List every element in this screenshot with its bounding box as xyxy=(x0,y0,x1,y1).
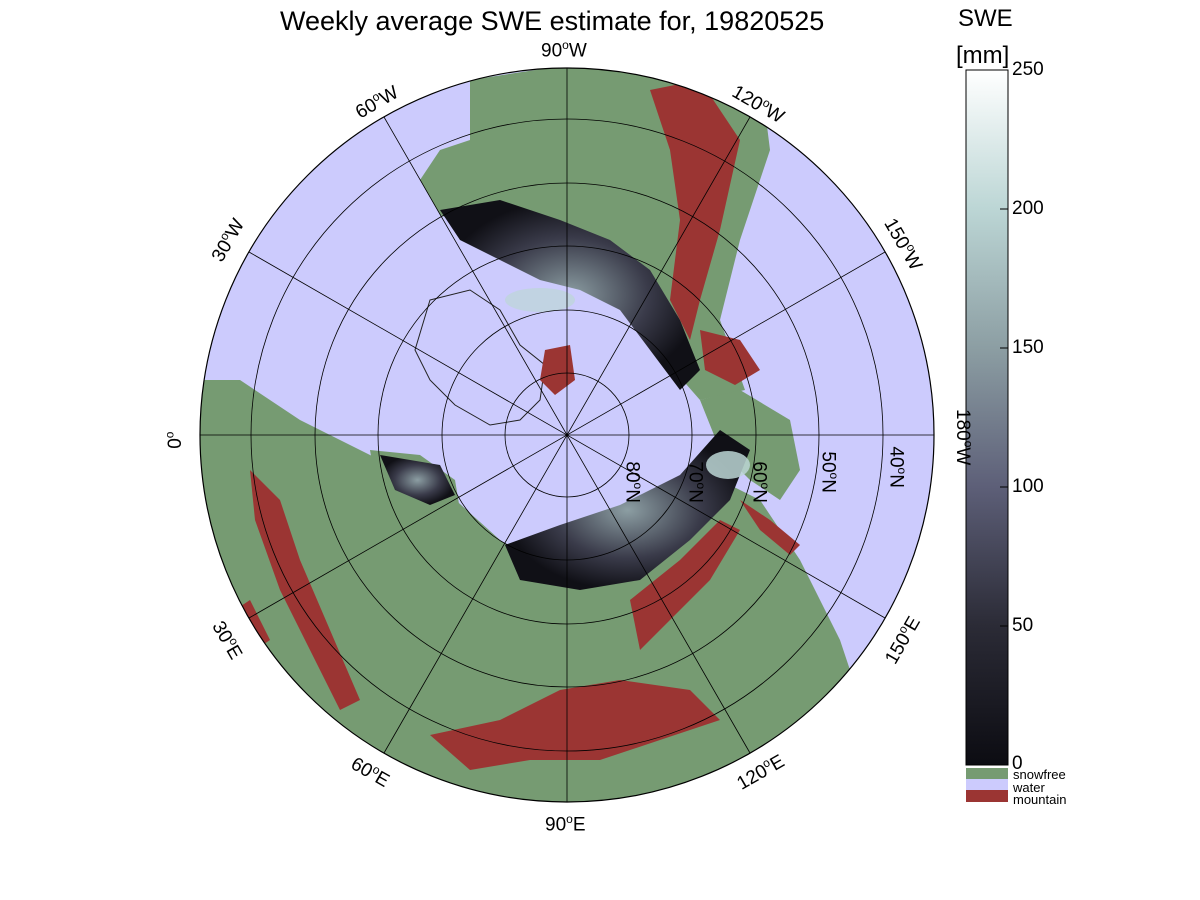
legend-snowfree: snowfree xyxy=(1013,767,1066,782)
mountain-europe xyxy=(250,470,360,710)
map-title: Weekly average SWE estimate for, 1982052… xyxy=(280,6,825,36)
colorbar-swatch-mountain xyxy=(966,790,1008,802)
lat-label-80n: 80oN xyxy=(621,461,645,503)
lat-label-70n: 70oN xyxy=(684,461,708,503)
colorbar-title-line2: [mm] xyxy=(956,42,1010,69)
lat-label-50n: 50oN xyxy=(817,451,841,493)
lon-label-90e: 90oE xyxy=(545,812,586,836)
colorbar-tick-250: 250 xyxy=(1012,59,1044,80)
colorbar-title-line1: SWE xyxy=(958,5,1013,32)
colorbar-swatch-water xyxy=(966,779,1008,790)
lon-label-0: 0o xyxy=(162,431,186,449)
colorbar-ticks xyxy=(1000,69,1008,766)
snow-scandinavia xyxy=(380,455,455,505)
mountain-asia-south xyxy=(430,680,720,770)
mountain-rockies xyxy=(650,80,740,340)
colorbar-tick-100: 100 xyxy=(1012,476,1044,497)
mountain-greenland-south xyxy=(540,345,575,395)
snow-peak-baffin xyxy=(505,288,575,312)
colorbar-tick-50: 50 xyxy=(1012,615,1034,636)
lat-label-40n: 40oN xyxy=(885,446,909,488)
graticule xyxy=(200,68,934,802)
mountain-kamchatka xyxy=(740,500,800,555)
snow-north-america xyxy=(440,200,700,390)
colorbar-tick-150: 150 xyxy=(1012,337,1044,358)
snow-eurasia xyxy=(505,430,750,590)
mountain-east-asia xyxy=(630,520,740,650)
colorbar-tick-200: 200 xyxy=(1012,198,1044,219)
snow-peak-siberia xyxy=(706,451,750,479)
legend-water: water xyxy=(1013,780,1045,795)
landmass-alaska xyxy=(700,390,800,500)
lon-label-180w: 180oW xyxy=(952,409,976,466)
legend-mountain: mountain xyxy=(1013,792,1067,807)
colorbar-tick-0: 0 xyxy=(1012,753,1023,774)
landmass-greenland xyxy=(414,289,546,426)
colorbar-gradient xyxy=(965,69,1009,766)
map-border xyxy=(199,67,935,803)
lon-label-90w: 90oW xyxy=(541,38,587,62)
colorbar-swatch-snowfree xyxy=(966,768,1008,779)
lat-label-60n: 60oN xyxy=(748,461,772,503)
